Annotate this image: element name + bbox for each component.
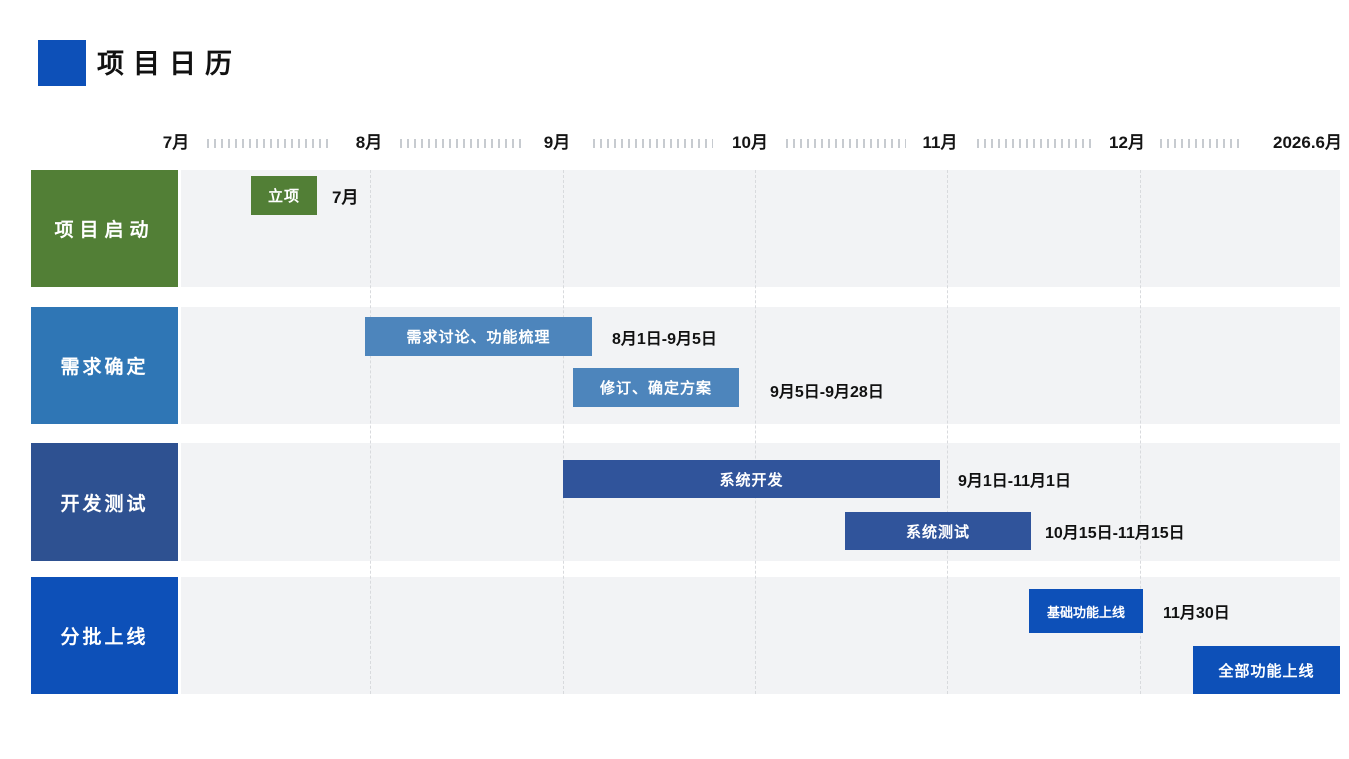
row-label-project-kickoff: 项目启动 bbox=[31, 170, 178, 287]
month-gridline bbox=[947, 170, 948, 694]
month-gridline bbox=[370, 170, 371, 694]
gantt-bar-date: 7月 bbox=[332, 188, 359, 207]
month-label-2026-jun: 2026.6月 bbox=[1273, 133, 1342, 152]
tick-separator bbox=[786, 139, 906, 148]
row-track bbox=[181, 577, 1340, 694]
row-label-dev-test: 开发测试 bbox=[31, 443, 178, 561]
tick-separator bbox=[593, 139, 713, 148]
timeline-header: 7月 8月 9月 10月 11月 12月 2026.6月 bbox=[0, 130, 1349, 156]
tick-separator bbox=[1160, 139, 1243, 148]
tick-separator bbox=[400, 139, 521, 148]
month-label-dec: 12月 bbox=[1109, 133, 1145, 152]
tick-separator bbox=[977, 139, 1094, 148]
month-label-aug: 8月 bbox=[355, 133, 383, 152]
row-label-requirements: 需求确定 bbox=[31, 307, 178, 424]
gantt-bar-lixiang: 立项 bbox=[251, 176, 317, 215]
gantt-bar-system-dev: 系统开发 bbox=[563, 460, 940, 498]
month-label-nov: 11月 bbox=[922, 133, 958, 152]
gantt-bar-requirements-discussion: 需求讨论、功能梳理 bbox=[365, 317, 592, 356]
gantt-bar-basic-launch: 基础功能上线 bbox=[1029, 589, 1143, 633]
gantt-bar-date: 10月15日-11月15日 bbox=[1045, 525, 1185, 542]
row-label-rollout: 分批上线 bbox=[31, 577, 178, 694]
month-label-jul: 7月 bbox=[162, 133, 190, 152]
row-track bbox=[181, 170, 1340, 287]
gantt-bar-system-test: 系统测试 bbox=[845, 512, 1031, 550]
month-gridline bbox=[755, 170, 756, 694]
gantt-bar-full-launch: 全部功能上线 bbox=[1193, 646, 1340, 694]
title-accent-square bbox=[38, 40, 86, 86]
month-label-oct: 10月 bbox=[732, 133, 768, 152]
gantt-bar-date: 9月1日-11月1日 bbox=[958, 473, 1071, 490]
tick-separator bbox=[207, 139, 328, 148]
month-gridline bbox=[1140, 170, 1141, 694]
gantt-bar-date: 8月1日-9月5日 bbox=[612, 330, 717, 348]
gantt-bar-date: 11月30日 bbox=[1163, 605, 1230, 622]
gantt-bar-revise-plan: 修订、确定方案 bbox=[573, 368, 739, 407]
month-label-sep: 9月 bbox=[543, 133, 571, 152]
gantt-bar-date: 9月5日-9月28日 bbox=[770, 383, 884, 401]
page-title: 项目日历 bbox=[97, 49, 241, 79]
row-track bbox=[181, 307, 1340, 424]
month-gridline bbox=[563, 170, 564, 694]
